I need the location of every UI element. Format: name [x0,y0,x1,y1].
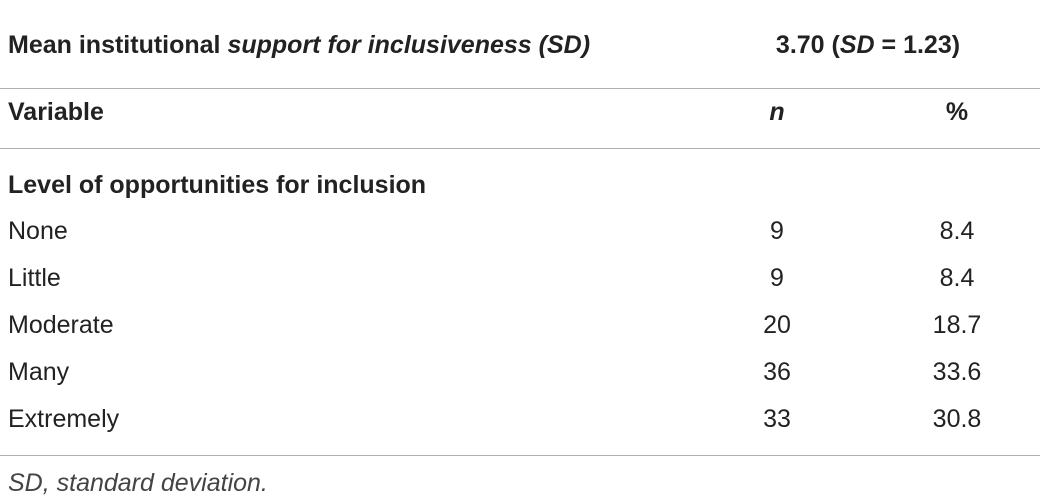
text: support for inclusiveness (SD) [227,31,591,59]
row-label: Little [8,264,61,292]
cell-value: 30.8 [932,405,982,433]
rule [0,148,1040,149]
header-value: 3.70 (SD = 1.23) [776,30,960,60]
cell-value: 36 [763,358,791,386]
text: SD [839,31,875,59]
column-header: n [769,98,785,126]
cell-value: 8.4 [939,217,975,245]
cell-value: 9 [770,217,784,245]
cell-value: 8.4 [939,264,975,292]
header-label: Mean institutional support for inclusive… [8,30,590,60]
rule [0,88,1040,89]
cell-value: 18.7 [932,311,982,339]
column-header: Variable [8,98,104,126]
cell-value: 33.6 [932,358,982,386]
footnote: SD, standard deviation. [8,469,268,497]
row-label: Extremely [8,405,120,433]
row-label: None [8,217,68,245]
rule [0,455,1040,456]
section-label: Level of opportunities for inclusion [8,171,427,199]
row-label: Moderate [8,311,114,339]
column-header: % [945,98,969,126]
cell-value: 9 [770,264,784,292]
text: 3.70 ( [775,31,840,59]
cell-value: 33 [763,405,791,433]
cell-value: 20 [763,311,791,339]
text: Mean institutional [8,31,228,59]
text: = 1.23) [874,31,961,59]
row-label: Many [8,358,70,386]
